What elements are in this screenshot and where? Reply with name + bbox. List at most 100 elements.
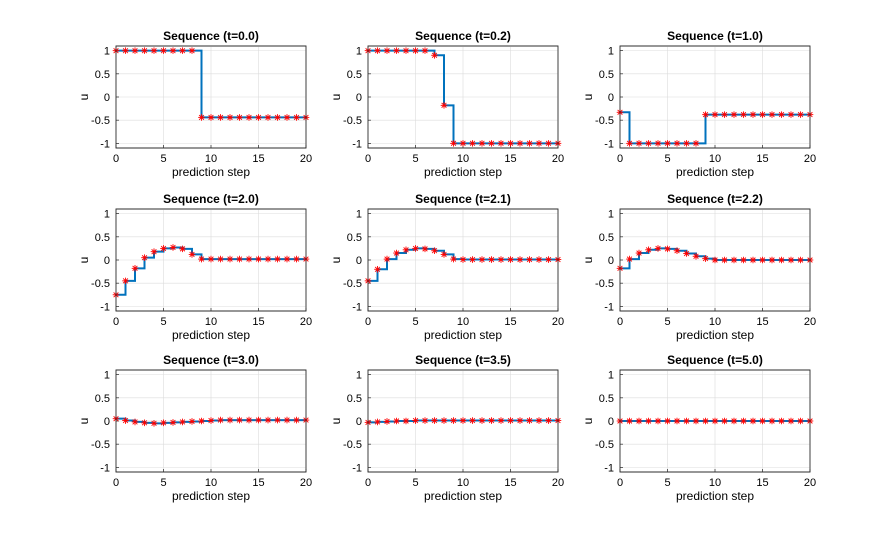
axes-frame (619, 45, 811, 149)
x-tick-label: 20 (300, 316, 312, 328)
x-tick-label: 20 (552, 477, 564, 489)
x-tick-label: 0 (365, 477, 371, 489)
x-tick-label: 5 (160, 153, 166, 165)
data-point-marker (450, 255, 457, 263)
axes-frame (367, 208, 559, 312)
x-tick-label: 15 (252, 153, 264, 165)
data-point-marker (440, 417, 448, 424)
data-point-marker (488, 256, 495, 263)
y-tick-label: 0 (104, 255, 110, 267)
x-tick-label: 10 (709, 153, 721, 165)
data-point-marker (245, 416, 253, 424)
subplot-6: 0 5 10 15 20 -1 -0.5 0 0.5 1 Sequence (t=2.2) predi… (581, 192, 816, 342)
data-point-marker (169, 244, 177, 251)
y-tick-label: 0.5 (347, 69, 362, 81)
y-tick-label: -1 (352, 301, 362, 313)
data-point-marker (488, 140, 495, 147)
data-point-marker (179, 418, 186, 426)
y-tick-label: -0.5 (91, 439, 110, 451)
data-point-marker (497, 256, 505, 263)
y-tick-label: -1 (604, 301, 614, 313)
data-point-marker (459, 256, 467, 263)
x-axis-label: prediction step (676, 165, 754, 179)
data-point-marker (730, 256, 738, 264)
data-point-marker (497, 140, 505, 147)
data-point-marker (507, 417, 514, 424)
axes-frame (115, 208, 307, 312)
data-point-marker (526, 140, 533, 147)
data-point-marker (150, 248, 158, 255)
data-point-marker (383, 255, 391, 263)
data-point-marker (478, 417, 486, 424)
subplot-title: Sequence (t=3.0) (163, 353, 259, 367)
subplot-title: Sequence (t=0.0) (163, 29, 259, 43)
x-tick-label: 5 (664, 153, 670, 165)
x-tick-label: 10 (205, 153, 217, 165)
y-tick-label: -1 (352, 462, 362, 474)
data-point-marker (673, 247, 681, 255)
data-point-marker (440, 251, 448, 258)
x-tick-label: 15 (756, 316, 768, 328)
x-tick-label: 5 (664, 316, 670, 328)
data-point-marker (626, 140, 633, 147)
data-point-marker (664, 140, 671, 147)
data-point-marker (421, 47, 429, 54)
x-axis-label: prediction step (424, 328, 502, 342)
subplot-title: Sequence (t=0.2) (415, 29, 511, 43)
y-tick-label: -1 (100, 462, 110, 474)
y-tick-label: 1 (356, 209, 362, 221)
data-point-marker (545, 256, 552, 263)
data-point-marker (402, 417, 410, 425)
data-point-marker (141, 419, 148, 427)
subplot-title: Sequence (t=2.1) (415, 192, 511, 206)
data-point-marker (431, 51, 438, 59)
data-point-marker (402, 246, 410, 254)
data-point-marker (740, 256, 747, 264)
data-point-marker (274, 255, 281, 263)
data-point-marker (198, 417, 205, 425)
data-point-marker (293, 416, 300, 424)
data-point-marker (759, 417, 766, 425)
data-point-marker (654, 140, 662, 147)
x-tick-label: 0 (365, 153, 371, 165)
y-axis-label: u (77, 418, 91, 425)
data-point-marker (459, 140, 467, 147)
data-point-marker (226, 255, 234, 263)
data-point-marker (179, 47, 186, 54)
data-point-marker (635, 249, 643, 257)
data-point-marker (626, 255, 633, 263)
x-tick-label: 20 (300, 477, 312, 489)
data-point-marker (293, 114, 300, 121)
data-point-marker (421, 245, 429, 253)
y-tick-label: 0 (356, 255, 362, 267)
data-point-marker (778, 256, 785, 264)
data-point-marker (274, 416, 281, 424)
data-point-marker (721, 256, 728, 264)
data-point-marker (526, 256, 533, 263)
y-tick-label: 0 (608, 416, 614, 428)
x-tick-label: 20 (552, 316, 564, 328)
x-tick-label: 10 (709, 316, 721, 328)
x-tick-label: 0 (113, 153, 119, 165)
data-point-marker (283, 114, 291, 121)
x-axis-label: prediction step (172, 165, 250, 179)
y-tick-label: 0.5 (347, 232, 362, 244)
data-point-marker (236, 114, 243, 121)
data-point-marker (179, 245, 186, 253)
data-point-marker (759, 256, 766, 264)
data-point-marker (283, 416, 291, 424)
axes-frame (115, 369, 307, 473)
data-point-marker (654, 417, 662, 425)
data-point-marker (412, 245, 419, 252)
data-point-marker (188, 418, 196, 425)
data-point-marker (673, 140, 681, 147)
stair-series-line (116, 49, 306, 119)
x-axis-label: prediction step (676, 489, 754, 503)
data-point-marker (131, 47, 139, 54)
data-point-marker (264, 255, 272, 263)
data-point-marker (683, 417, 690, 425)
x-tick-label: 10 (457, 153, 469, 165)
data-point-marker (236, 416, 243, 424)
data-point-marker (207, 114, 215, 121)
